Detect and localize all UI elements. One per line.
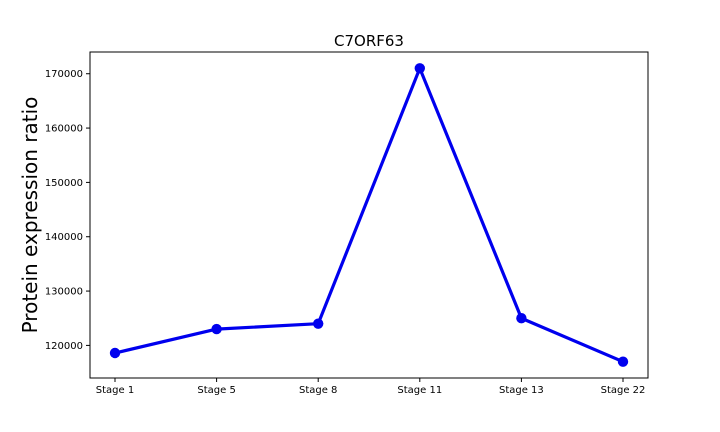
x-tick-label: Stage 11 bbox=[397, 385, 442, 396]
y-tick-label: 170000 bbox=[45, 69, 83, 80]
x-tick-label: Stage 8 bbox=[299, 385, 337, 396]
x-tick-label: Stage 5 bbox=[197, 385, 235, 396]
series-line bbox=[114, 66, 624, 364]
y-tick-label: 160000 bbox=[45, 124, 83, 135]
y-axis: 120000 130000 140000 150000 160000 170000 bbox=[45, 69, 90, 352]
x-tick-label: Stage 13 bbox=[499, 385, 544, 396]
y-tick-label: 150000 bbox=[45, 178, 83, 189]
series-layer bbox=[109, 63, 629, 367]
data-point bbox=[109, 347, 121, 359]
data-point bbox=[211, 323, 222, 335]
x-tick-label: Stage 1 bbox=[96, 385, 134, 396]
x-tick-label: Stage 22 bbox=[601, 385, 646, 396]
chart-title: C7ORF63 bbox=[334, 32, 404, 50]
y-tick-label: 130000 bbox=[45, 287, 83, 298]
data-point bbox=[516, 313, 527, 324]
x-axis: Stage 1 Stage 5 Stage 8 Stage 11 Stage 13 Sta… bbox=[96, 378, 646, 396]
plot-area-frame bbox=[89, 51, 649, 379]
y-tick-label: 120000 bbox=[45, 341, 83, 352]
data-point bbox=[414, 63, 425, 74]
data-point bbox=[617, 356, 629, 367]
data-point bbox=[313, 318, 324, 329]
y-tick-label: 140000 bbox=[45, 232, 83, 243]
y-axis-label: Protein expression ratio bbox=[18, 97, 42, 334]
